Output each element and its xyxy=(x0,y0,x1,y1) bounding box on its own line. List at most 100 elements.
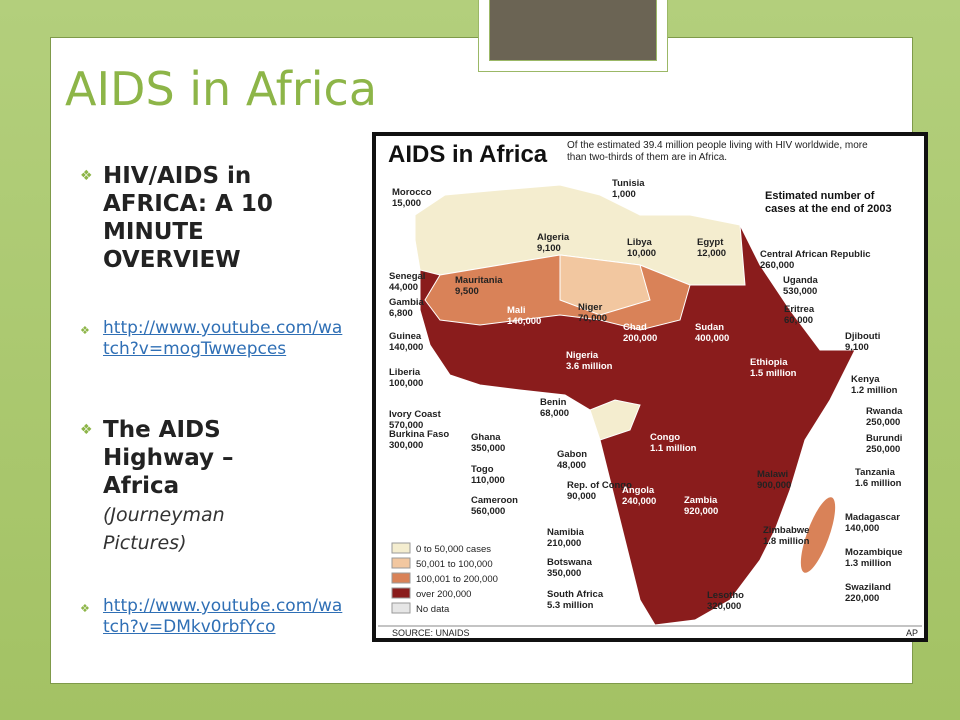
map-label-value: 100,000 xyxy=(389,378,423,389)
map-description: than two-thirds of them are in Africa. xyxy=(567,152,727,163)
bullet-note: (Journeyman Pictures) xyxy=(103,504,225,554)
map-label-value: 9,100 xyxy=(845,342,869,353)
map-label-value: 10,000 xyxy=(627,248,656,259)
map-label-value: 110,000 xyxy=(471,475,505,486)
map-label-value: 68,000 xyxy=(540,408,569,419)
map-label-value: 350,000 xyxy=(471,443,505,454)
map-label-name: Ghana xyxy=(471,432,501,443)
map-label-name: Gambia xyxy=(389,297,425,308)
map-label-value: 90,000 xyxy=(567,491,596,502)
legend-swatch xyxy=(391,572,411,584)
map-label-value: 9,100 xyxy=(537,243,561,254)
map-label-name: Guinea xyxy=(389,331,422,342)
map-label-value: 900,000 xyxy=(757,480,791,491)
map-label-value: 12,000 xyxy=(697,248,726,259)
map-label-name: Sudan xyxy=(695,322,724,333)
map-label-name: Niger xyxy=(578,302,603,313)
map-label-value: 5.3 million xyxy=(547,600,594,611)
map-label-name: Zambia xyxy=(684,495,718,506)
map-label-name: Morocco xyxy=(392,187,432,198)
map-label-value: 70,000 xyxy=(578,313,607,324)
map-label-value: 1.5 million xyxy=(750,368,797,379)
legend-label: 100,001 to 200,000 xyxy=(416,574,498,585)
map-label-name: Djibouti xyxy=(845,331,880,342)
legend-swatch xyxy=(391,602,411,614)
map-label-name: Chad xyxy=(623,322,647,333)
decor-frame xyxy=(478,0,668,72)
map-label-value: 570,000 xyxy=(389,420,423,431)
map-label-value: 1.6 million xyxy=(855,478,902,489)
map-label-name: Eritrea xyxy=(784,304,815,315)
map-label-name: Rep. of Congo xyxy=(567,480,632,491)
map-label-value: 240,000 xyxy=(622,496,656,507)
map-label-name: Botswana xyxy=(547,557,593,568)
map-label-name: Benin xyxy=(540,397,567,408)
map-label-value: 9,500 xyxy=(455,286,479,297)
map-label-name: Tanzania xyxy=(855,467,896,478)
legend-label: 50,001 to 100,000 xyxy=(416,559,493,570)
map-label-name: Swaziland xyxy=(845,582,891,593)
link[interactable]: http://www.youtube.com/watch?v=mogTwwepc… xyxy=(103,318,343,359)
map-label-name: Uganda xyxy=(783,275,819,286)
map-description: Of the estimated 39.4 million people liv… xyxy=(567,140,868,151)
map-label-name: Mozambique xyxy=(845,547,903,558)
map-label-value: 1.1 million xyxy=(650,443,697,454)
map-subtitle: cases at the end of 2003 xyxy=(765,203,892,215)
map-label-name: Ethiopia xyxy=(750,357,788,368)
legend-swatch xyxy=(391,542,411,554)
map-label-name: Libya xyxy=(627,237,653,248)
map-subtitle: Estimated number of xyxy=(765,190,875,202)
map-label-name: Rwanda xyxy=(866,406,903,417)
map-label-value: 140,000 xyxy=(845,523,879,534)
decor-fill xyxy=(489,0,657,61)
map-label-value: 530,000 xyxy=(783,286,817,297)
map-label-name: Burkina Faso xyxy=(389,429,449,440)
map-label-name: Mali xyxy=(507,305,525,316)
map-label-value: 44,000 xyxy=(389,282,418,293)
map-label-value: 48,000 xyxy=(557,460,586,471)
map-label-value: 200,000 xyxy=(623,333,657,344)
map-label-value: 6,800 xyxy=(389,308,413,319)
map-label-name: Ivory Coast xyxy=(389,409,442,420)
madagascar xyxy=(800,497,836,573)
bullet: ❖ http://www.youtube.com/watch?v=DMkv0rbf… xyxy=(80,596,343,637)
map-label-name: Liberia xyxy=(389,367,421,378)
map-label-value: 300,000 xyxy=(389,440,423,451)
map-label-name: Senegal xyxy=(389,271,425,282)
map-label-value: 60,000 xyxy=(784,315,813,326)
legend-label: 0 to 50,000 cases xyxy=(416,544,491,555)
map-label-name: Namibia xyxy=(547,527,585,538)
map-label-value: 250,000 xyxy=(866,444,900,455)
map-title: AIDS in Africa xyxy=(388,141,548,168)
map-label-value: 250,000 xyxy=(866,417,900,428)
map-label-name: Egypt xyxy=(697,237,724,248)
legend-swatch xyxy=(391,557,411,569)
map-label-value: 15,000 xyxy=(392,198,421,209)
map-label-name: Algeria xyxy=(537,232,570,243)
map-label-name: Gabon xyxy=(557,449,587,460)
map-credit: AP xyxy=(906,628,918,638)
map-label-name: Mauritania xyxy=(455,275,503,286)
map-label-value: 1.2 million xyxy=(851,385,898,396)
map-label-name: Angola xyxy=(622,485,655,496)
map-label-value: 1.3 million xyxy=(845,558,892,569)
slide-title: AIDS in Africa xyxy=(65,62,378,116)
map-label-value: 140,000 xyxy=(507,316,541,327)
map-label-name: Zimbabwe xyxy=(763,525,809,536)
bullet: ❖ The AIDS Highway – Africa (Journeyman P… xyxy=(80,416,340,556)
map-image: AIDS in Africa Of the estimated 39.4 mil… xyxy=(372,132,928,642)
map-label-name: South Africa xyxy=(547,589,604,600)
map-label-value: 220,000 xyxy=(845,593,879,604)
bullet: ❖ http://www.youtube.com/watch?v=mogTwwep… xyxy=(80,318,343,359)
map-label-value: 560,000 xyxy=(471,506,505,517)
bullet-text: HIV/AIDS in AFRICA: A 10 MINUTE OVERVIEW xyxy=(103,163,273,273)
map-label-name: Kenya xyxy=(851,374,880,385)
link[interactable]: http://www.youtube.com/watch?v=DMkv0rbfY… xyxy=(103,596,343,637)
map-label-name: Madagascar xyxy=(845,512,900,523)
legend-swatch xyxy=(391,587,411,599)
map-label-name: Burundi xyxy=(866,433,902,444)
map-label-name: Malawi xyxy=(757,469,788,480)
map-label-value: 400,000 xyxy=(695,333,729,344)
map-label-value: 1.8 million xyxy=(763,536,810,547)
